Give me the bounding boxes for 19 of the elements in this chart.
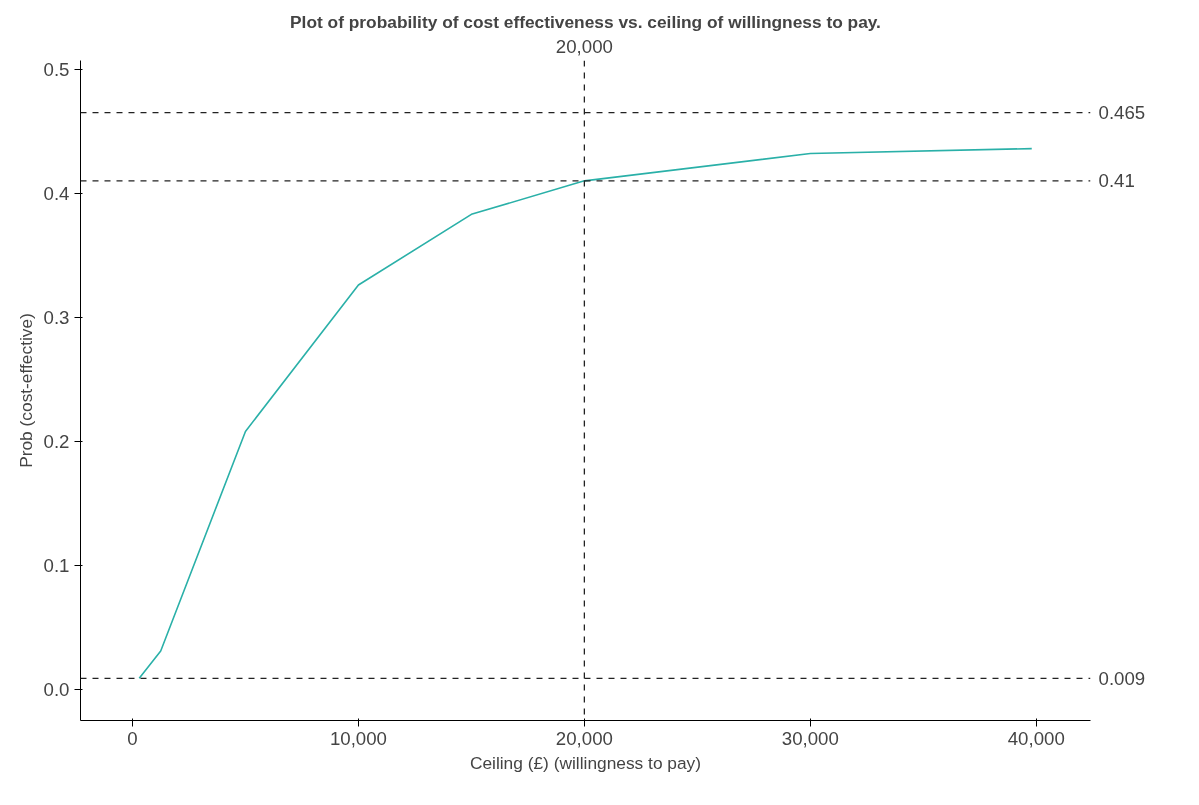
y-tick-label: 0.5: [43, 58, 70, 80]
y-tick-label: 0.0: [43, 678, 70, 700]
y-tick-label: 0.4: [43, 182, 70, 204]
x-tick-label: 40,000: [1007, 727, 1065, 749]
x-tick-label: 20,000: [555, 727, 613, 749]
y-tick-label: 0.2: [43, 430, 70, 452]
line-series: [138, 147, 1033, 680]
ref-line-label: 0.009: [1098, 667, 1146, 689]
y-tick-label: 0.3: [43, 306, 70, 328]
x-tick-label: 30,000: [781, 727, 839, 749]
x-tick-label: 0: [127, 727, 138, 749]
chart-title: Plot of probability of cost effectiveness vs. ceiling of willingness to pay.: [290, 11, 881, 32]
ref-line-label: 0.465: [1098, 102, 1146, 124]
x-tick-label: 10,000: [329, 727, 387, 749]
y-axis-title: Prob (cost-effective): [15, 313, 36, 468]
ref-line-label: 20,000: [555, 35, 613, 57]
x-axis-title: Ceiling (£) (willingness to pay): [469, 752, 702, 773]
ref-line-label: 0.41: [1098, 170, 1135, 192]
y-tick-label: 0.1: [43, 554, 70, 576]
